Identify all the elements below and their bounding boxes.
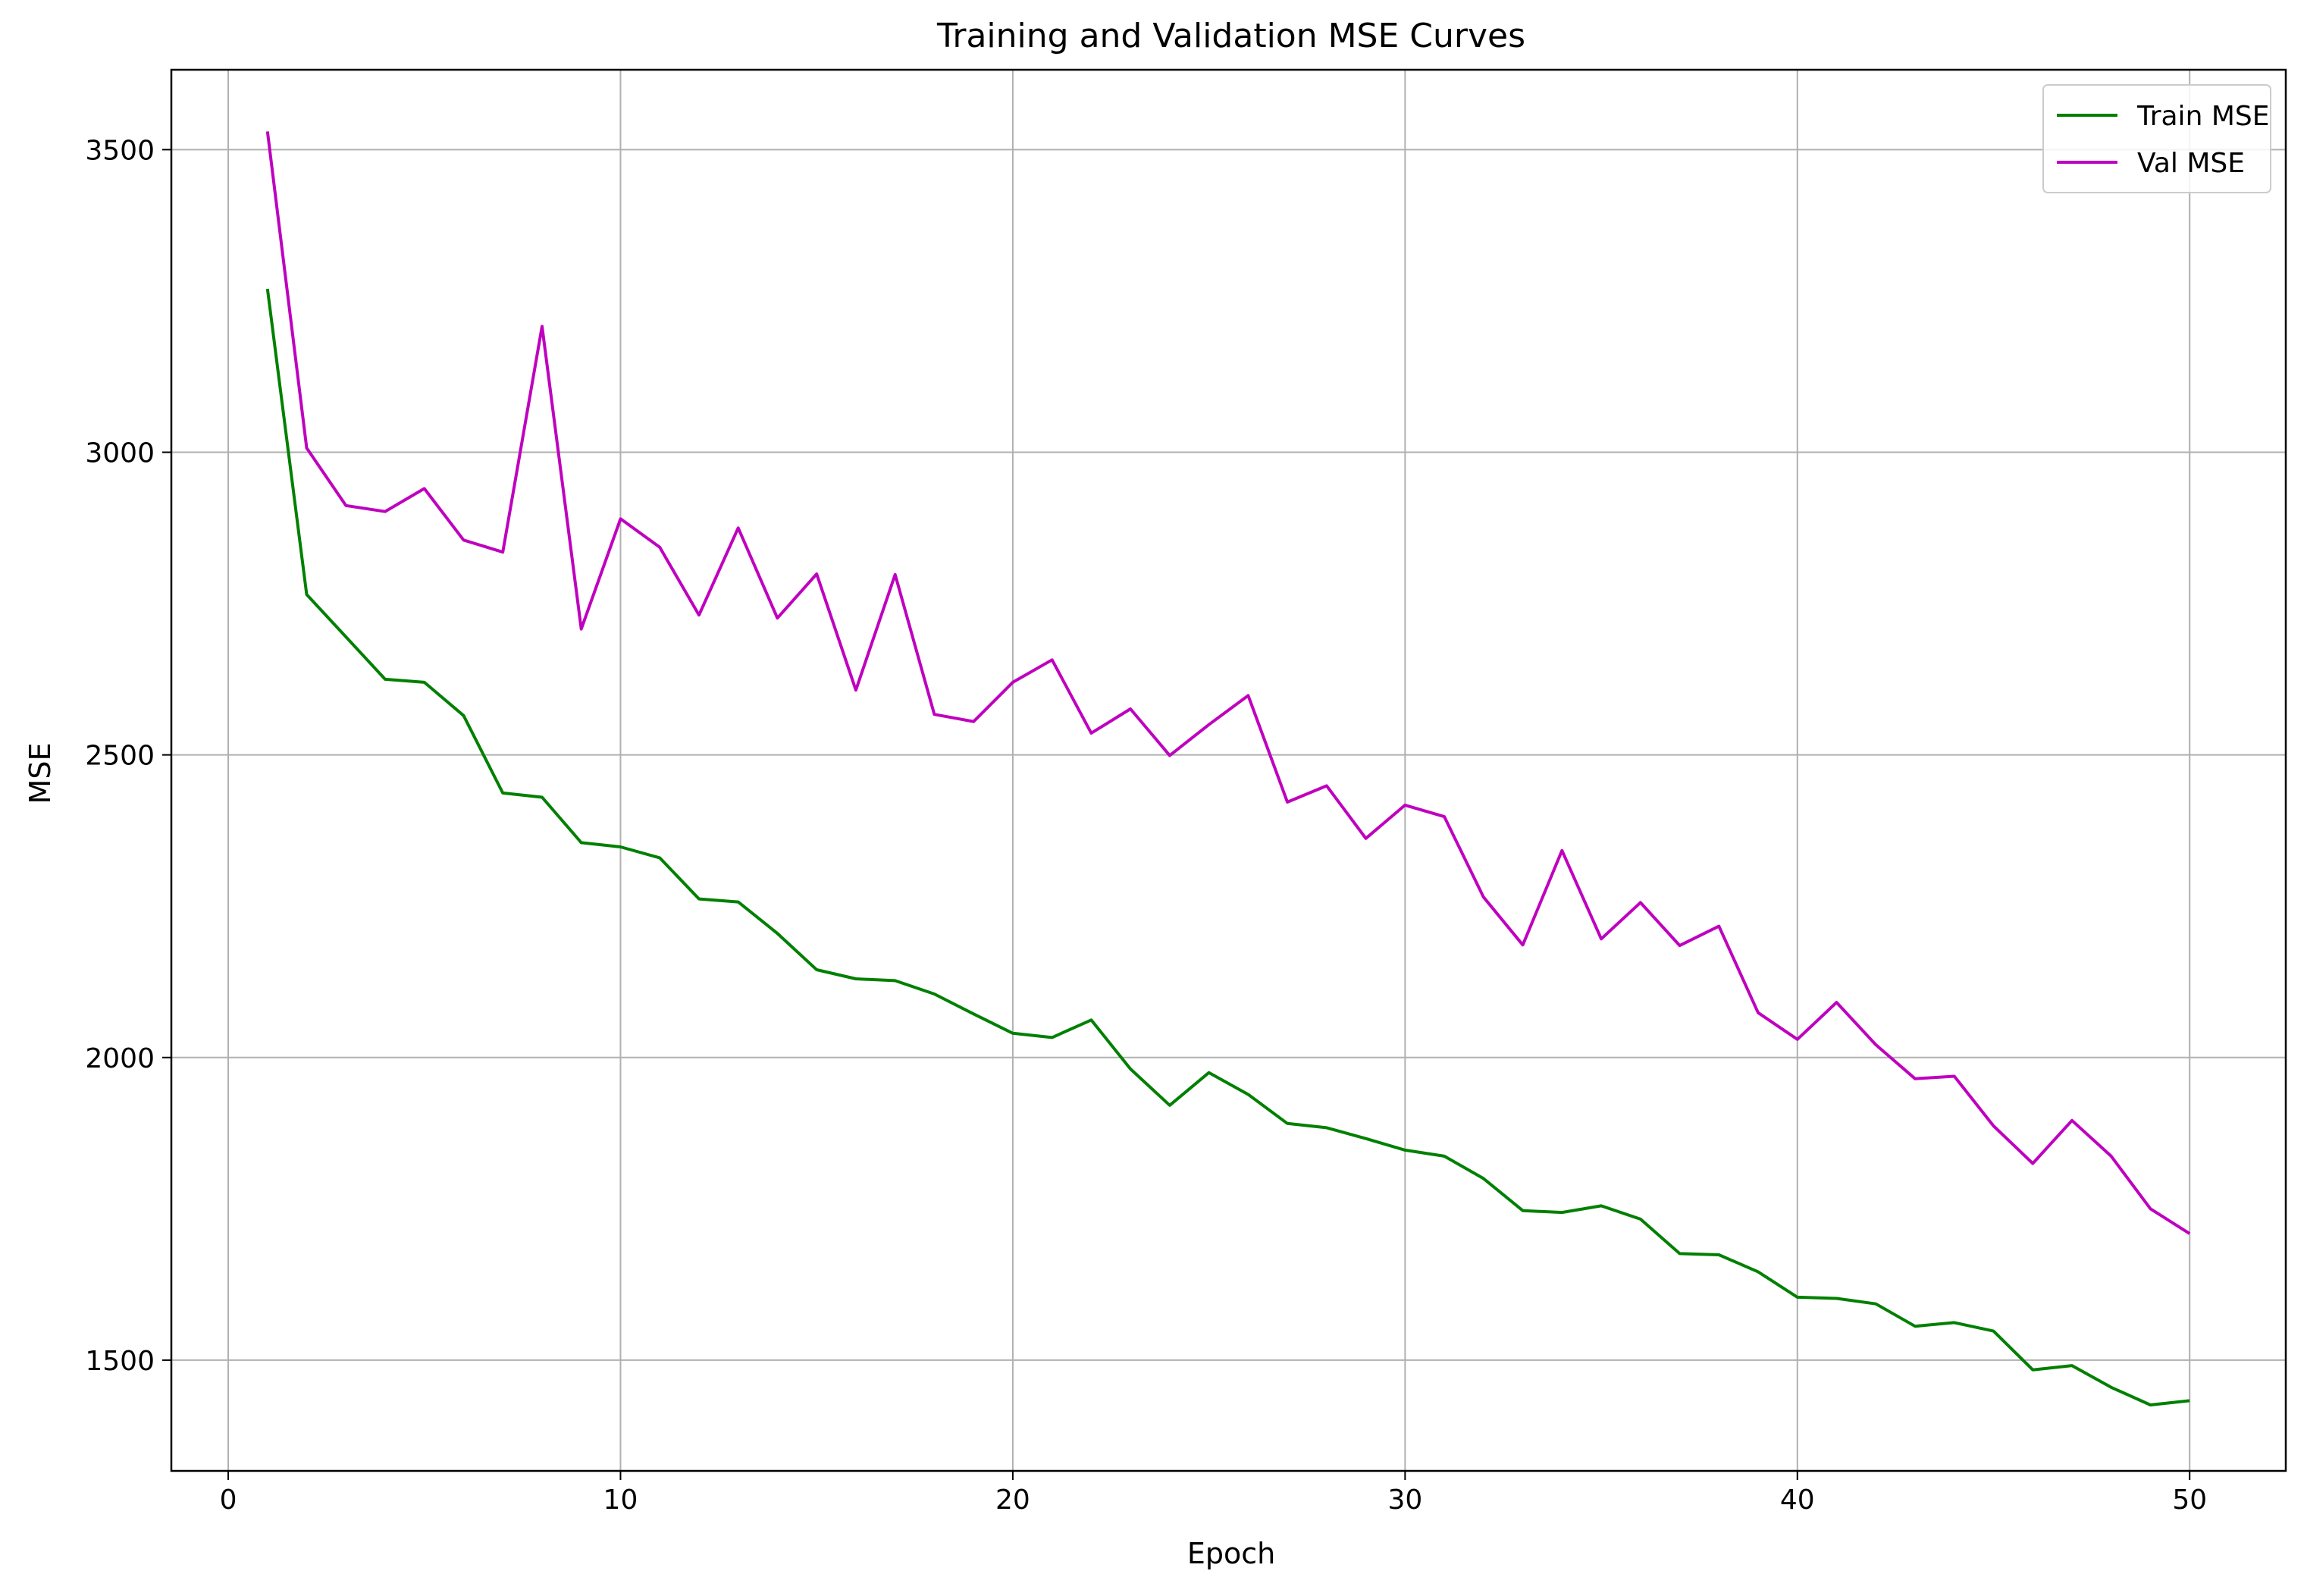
legend-label: Train MSE [2136,101,2269,132]
chart-title: Training and Validation MSE Curves [936,17,1525,55]
y-axis-label: MSE [24,743,57,804]
y-tick-label: 2000 [85,1043,155,1074]
tick-layer: 0 10 20 30 40 50 1500 2000 2500 3000 3500 [85,135,2207,1516]
x-tick-label: 40 [1780,1485,1815,1516]
x-tick-label: 50 [2172,1485,2207,1516]
y-tick-label: 3000 [85,438,155,469]
x-tick-label: 30 [1387,1485,1422,1516]
y-tick-label: 2500 [85,741,155,772]
legend-box [2042,84,2271,193]
x-tick-label: 20 [995,1485,1030,1516]
series-layer [265,131,2191,1406]
legend-label: Val MSE [2137,148,2245,179]
x-axis-label: Epoch [1187,1537,1275,1570]
y-tick-label: 3500 [85,135,155,166]
val-mse-line [265,131,2191,1235]
axes-frame [170,68,2287,1472]
train-mse-line [265,288,2190,1406]
y-tick-label: 1500 [85,1346,155,1377]
x-tick-label: 10 [603,1485,638,1516]
grid-layer [171,70,2286,1471]
legend: Train MSE Val MSE [2042,84,2271,193]
x-tick-label: 0 [220,1485,237,1516]
